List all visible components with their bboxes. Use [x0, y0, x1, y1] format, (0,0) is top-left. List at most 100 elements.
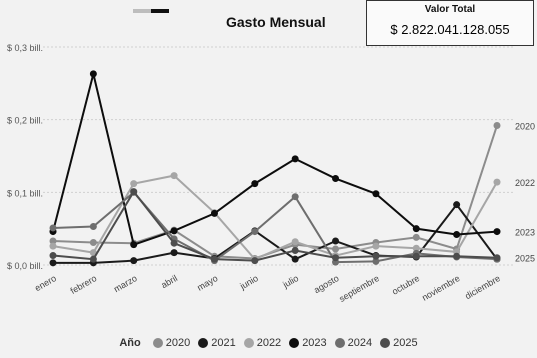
data-point-2023: [453, 230, 461, 238]
data-point-2024: [49, 224, 57, 232]
legend-swatch: [152, 338, 163, 348]
top-color-swatch: [133, 0, 173, 13]
x-tick-label: diciembre: [463, 273, 502, 301]
data-point-2025: [372, 252, 380, 260]
card-label: Valor Total: [424, 4, 476, 15]
data-point-2023: [210, 209, 218, 217]
data-point-2022: [372, 242, 380, 250]
data-point-2021: [291, 255, 299, 263]
end-label: 2020: [515, 121, 535, 131]
legend-item-2021[interactable]: 2021: [198, 337, 236, 349]
legend-item-2024[interactable]: 2024: [334, 337, 373, 349]
x-tick-label: junio: [237, 273, 259, 292]
series-line-2023: [52, 73, 498, 246]
card-value: $ 2.822.041.128.055: [390, 22, 510, 37]
data-point-2020: [49, 237, 57, 245]
data-point-2025: [291, 246, 299, 254]
y-tick-label: $ 0,1 bill.: [7, 188, 43, 198]
x-tick-label: octubre: [390, 273, 421, 297]
data-point-2023: [332, 175, 340, 183]
legend-swatch: [380, 338, 391, 348]
data-point-2022: [412, 244, 420, 252]
data-point-2021: [453, 201, 461, 209]
top-swatch-light: [133, 9, 151, 13]
y-tick-label: $ 0,0 bill.: [7, 261, 43, 271]
data-point-2022: [291, 238, 299, 246]
x-tick-label: marzo: [112, 273, 139, 294]
end-label: 2025: [515, 254, 535, 264]
legend-title: Año: [119, 337, 141, 349]
data-point-2023: [372, 190, 380, 198]
data-point-2022: [130, 180, 138, 188]
x-tick-label: febrero: [69, 273, 99, 296]
legend-item-2022[interactable]: 2022: [243, 337, 282, 349]
x-tick-label: noviembre: [420, 273, 461, 303]
x-tick-label: julio: [280, 273, 300, 290]
legend-item-2025[interactable]: 2025: [380, 337, 418, 349]
x-tick-label: agosto: [312, 273, 340, 295]
series-line-2022: [52, 174, 498, 261]
data-point-2021: [170, 249, 178, 257]
data-point-2020: [493, 121, 501, 129]
end-label: 2022: [515, 178, 535, 188]
data-point-2025: [453, 252, 461, 260]
data-point-2020: [412, 233, 420, 241]
data-point-2025: [89, 255, 97, 263]
data-point-2022: [170, 172, 178, 180]
data-point-2021: [332, 237, 340, 245]
data-point-2025: [493, 254, 501, 262]
data-point-2023: [493, 228, 501, 236]
x-tick-label: mayo: [195, 273, 219, 293]
chart-legend: Año 2020 2021 2022 2023 2024 2025: [0, 336, 537, 350]
legend-label: 2024: [347, 337, 373, 349]
data-point-2023: [412, 225, 420, 233]
legend-item-2023[interactable]: 2023: [289, 337, 327, 349]
legend-label: 2025: [393, 337, 418, 349]
data-point-2025: [130, 188, 138, 196]
series-line-2020: [52, 125, 498, 260]
data-point-2025: [251, 257, 259, 265]
legend-label: 2020: [165, 337, 191, 349]
data-point-2025: [170, 239, 178, 247]
data-point-2023: [251, 180, 259, 188]
data-point-2022: [493, 178, 501, 186]
data-point-2024: [89, 222, 97, 230]
legend-swatch: [289, 338, 300, 348]
legend-swatch: [198, 338, 209, 348]
legend-label: 2021: [211, 337, 236, 349]
x-tick-label: abril: [159, 273, 179, 290]
data-point-2024: [251, 228, 259, 236]
data-point-2024: [372, 257, 380, 265]
data-point-2025: [49, 252, 57, 260]
data-point-2023: [89, 70, 97, 78]
x-tick-label: septiembre: [337, 273, 381, 304]
data-point-2021: [49, 259, 57, 267]
data-point-2020: [332, 245, 340, 253]
data-point-2025: [332, 254, 340, 262]
data-point-2025: [412, 252, 420, 260]
legend-label: 2022: [256, 337, 282, 349]
series-line-2025: [52, 189, 498, 262]
top-swatch-dark: [151, 9, 169, 13]
data-point-2025: [210, 255, 218, 263]
data-point-2022: [49, 242, 57, 250]
x-tick-label: enero: [33, 273, 58, 293]
data-point-2021: [130, 257, 138, 265]
legend-swatch: [243, 338, 254, 348]
data-point-2024: [291, 193, 299, 201]
y-tick-label: $ 0,3 bill.: [7, 43, 43, 53]
chart-title: Gasto Mensual: [226, 14, 326, 30]
legend-label: 2023: [302, 337, 327, 349]
data-point-2023: [170, 227, 178, 235]
data-point-2023: [291, 155, 299, 163]
data-point-2023: [130, 241, 138, 249]
series-line-2024: [52, 190, 498, 264]
y-tick-label: $ 0,2 bill.: [7, 116, 43, 126]
legend-swatch: [334, 338, 345, 348]
data-point-2020: [89, 238, 97, 246]
legend-item-2020[interactable]: 2020: [152, 337, 191, 349]
total-value-card: Valor Total $ 2.822.041.128.055: [366, 0, 534, 46]
end-label: 2023: [515, 228, 535, 238]
